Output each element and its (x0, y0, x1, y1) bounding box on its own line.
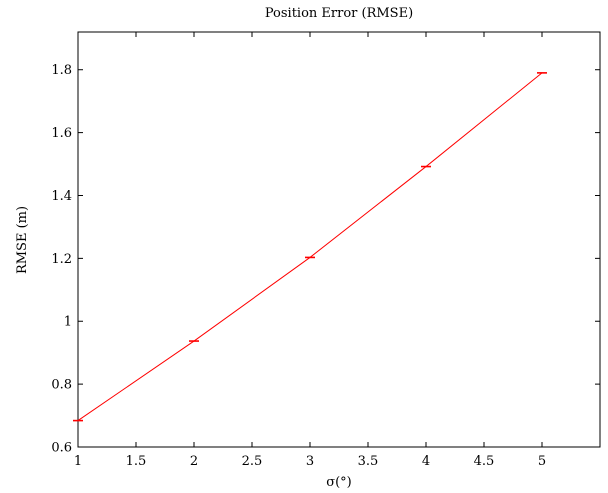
y-tick-label: 1 (64, 315, 72, 330)
y-tick-label: 0.8 (51, 378, 72, 393)
x-tick-label: 4 (422, 454, 430, 469)
x-tick-label: 3 (306, 454, 314, 469)
y-tick-label: 0.6 (51, 441, 72, 456)
series-line (77, 72, 543, 422)
x-tick-label: 5 (538, 454, 546, 469)
y-tick-label: 1.4 (51, 189, 72, 204)
y-tick-label: 1.8 (51, 63, 72, 78)
x-tick-label: 4.5 (474, 454, 495, 469)
plot-area-frame (77, 31, 601, 448)
x-tick-label: 1.5 (126, 454, 147, 469)
x-tick-label: 1 (74, 454, 82, 469)
y-axis: 0.6 0.8 1 1.2 1.4 1.6 1.8 (51, 63, 600, 456)
series-layer (73, 72, 547, 422)
x-axis: 1 1.5 2 2.5 3 3.5 4 4.5 5 (74, 32, 546, 469)
x-tick-label: 3.5 (358, 454, 379, 469)
y-axis-label: RMSE (m) (15, 206, 30, 274)
x-tick-label: 2.5 (242, 454, 263, 469)
y-tick-label: 1.2 (51, 252, 72, 267)
x-axis-label: σ(°) (326, 475, 352, 490)
x-tick-label: 2 (190, 454, 198, 469)
y-tick-label: 1.6 (51, 126, 72, 141)
chart-title: Position Error (RMSE) (265, 6, 413, 21)
